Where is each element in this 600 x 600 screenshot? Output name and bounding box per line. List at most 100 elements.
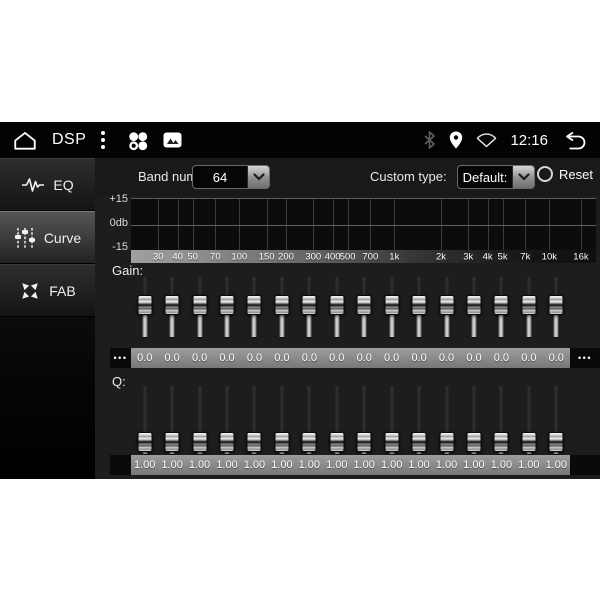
q-page-right-button[interactable] bbox=[570, 455, 600, 475]
custom-type-dropdown[interactable]: Default: bbox=[457, 165, 535, 189]
q-slider[interactable] bbox=[241, 386, 268, 454]
gain-slider-handle[interactable] bbox=[192, 295, 208, 315]
gain-slider-handle[interactable] bbox=[384, 295, 400, 315]
q-slider-handle[interactable] bbox=[493, 432, 509, 453]
gain-slider-handle[interactable] bbox=[246, 295, 262, 315]
gallery-icon[interactable] bbox=[163, 132, 182, 148]
q-slider[interactable] bbox=[213, 386, 240, 454]
gain-slider[interactable] bbox=[186, 277, 213, 337]
gain-slider[interactable] bbox=[488, 277, 515, 337]
q-slider-handle[interactable] bbox=[439, 432, 455, 453]
q-slider[interactable] bbox=[378, 386, 405, 454]
grid-line bbox=[502, 199, 504, 250]
sidebar-item-fab[interactable]: FAB bbox=[0, 264, 95, 317]
q-slider[interactable] bbox=[323, 386, 350, 454]
q-slider-handle[interactable] bbox=[137, 432, 153, 453]
q-value: 1.00 bbox=[408, 459, 430, 471]
q-value: 1.00 bbox=[463, 459, 485, 471]
q-value: 1.00 bbox=[134, 459, 156, 471]
q-slider[interactable] bbox=[405, 386, 432, 454]
q-slider[interactable] bbox=[433, 386, 460, 454]
grid-line bbox=[487, 199, 489, 250]
q-slider[interactable] bbox=[460, 386, 487, 454]
overflow-menu-icon[interactable] bbox=[100, 130, 106, 150]
q-slider[interactable] bbox=[296, 386, 323, 454]
gain-value: 0.0 bbox=[493, 352, 510, 364]
slider-track bbox=[335, 277, 339, 299]
gain-slider-handle[interactable] bbox=[493, 295, 509, 315]
q-slider[interactable] bbox=[543, 386, 570, 454]
gain-slider-handle[interactable] bbox=[137, 295, 153, 315]
q-slider-handle[interactable] bbox=[329, 432, 345, 453]
back-icon[interactable] bbox=[561, 131, 588, 150]
controls-row: Band num: 64 Custom type: Default: R bbox=[95, 158, 600, 196]
gain-slider-handle[interactable] bbox=[439, 295, 455, 315]
sidebar-item-curve[interactable]: Curve bbox=[0, 211, 95, 264]
gain-slider-handle[interactable] bbox=[548, 295, 564, 315]
gain-value: 0.0 bbox=[137, 352, 153, 364]
q-slider-handle[interactable] bbox=[164, 432, 180, 453]
gain-slider[interactable] bbox=[405, 277, 432, 337]
slider-track bbox=[554, 386, 558, 437]
gain-slider[interactable] bbox=[131, 277, 158, 337]
home-icon[interactable] bbox=[12, 130, 38, 150]
q-slider-handle[interactable] bbox=[548, 432, 564, 453]
slider-track bbox=[251, 295, 257, 337]
gain-slider[interactable] bbox=[241, 277, 268, 337]
sidebar-item-eq[interactable]: EQ bbox=[0, 158, 95, 211]
gain-slider[interactable] bbox=[460, 277, 487, 337]
gain-slider-handle[interactable] bbox=[164, 295, 180, 315]
q-page-left-button[interactable] bbox=[110, 455, 131, 475]
gain-slider[interactable] bbox=[268, 277, 295, 337]
q-slider-handle[interactable] bbox=[411, 432, 427, 453]
band-num-dropdown[interactable]: 64 bbox=[192, 165, 270, 189]
chevron-down-icon[interactable] bbox=[512, 166, 534, 188]
q-slider[interactable] bbox=[515, 386, 542, 454]
q-slider-handle[interactable] bbox=[521, 432, 537, 453]
eq-plot[interactable] bbox=[131, 198, 596, 250]
q-slider-handle[interactable] bbox=[274, 432, 290, 453]
reset-button[interactable]: Reset bbox=[537, 166, 593, 182]
slider-track bbox=[499, 386, 503, 437]
gain-slider[interactable] bbox=[351, 277, 378, 337]
q-slider[interactable] bbox=[158, 386, 185, 454]
gain-slider-handle[interactable] bbox=[521, 295, 537, 315]
gain-slider[interactable] bbox=[296, 277, 323, 337]
q-slider-handle[interactable] bbox=[301, 432, 317, 453]
q-slider-handle[interactable] bbox=[466, 432, 482, 453]
gain-page-left-button[interactable]: ••• bbox=[110, 348, 131, 368]
gain-slider[interactable] bbox=[543, 277, 570, 337]
q-slider[interactable] bbox=[186, 386, 213, 454]
gain-slider[interactable] bbox=[158, 277, 185, 337]
gain-slider[interactable] bbox=[378, 277, 405, 337]
gain-page-right-button[interactable]: ••• bbox=[570, 348, 600, 368]
custom-type-label: Custom type: bbox=[370, 169, 447, 184]
slider-track bbox=[389, 295, 395, 337]
gain-slider[interactable] bbox=[433, 277, 460, 337]
q-slider[interactable] bbox=[131, 386, 158, 454]
q-slider[interactable] bbox=[268, 386, 295, 454]
grid-line bbox=[332, 199, 334, 250]
q-slider[interactable] bbox=[488, 386, 515, 454]
gain-slider[interactable] bbox=[213, 277, 240, 337]
gain-slider-handle[interactable] bbox=[329, 295, 345, 315]
q-slider[interactable] bbox=[351, 386, 378, 454]
slider-track bbox=[471, 295, 477, 337]
q-slider-handle[interactable] bbox=[246, 432, 262, 453]
flat-curve-line bbox=[131, 225, 596, 226]
gain-value: 0.0 bbox=[384, 352, 400, 364]
q-slider-handle[interactable] bbox=[219, 432, 235, 453]
q-slider-handle[interactable] bbox=[384, 432, 400, 453]
gain-slider-handle[interactable] bbox=[466, 295, 482, 315]
gain-slider[interactable] bbox=[515, 277, 542, 337]
gain-slider[interactable] bbox=[323, 277, 350, 337]
q-slider-handle[interactable] bbox=[192, 432, 208, 453]
chevron-down-icon[interactable] bbox=[247, 166, 269, 188]
gain-slider-handle[interactable] bbox=[219, 295, 235, 315]
gain-slider-handle[interactable] bbox=[356, 295, 372, 315]
gain-slider-handle[interactable] bbox=[274, 295, 290, 315]
gain-slider-handle[interactable] bbox=[411, 295, 427, 315]
q-slider-handle[interactable] bbox=[356, 432, 372, 453]
apps-clover-icon[interactable] bbox=[126, 129, 149, 152]
gain-slider-handle[interactable] bbox=[301, 295, 317, 315]
